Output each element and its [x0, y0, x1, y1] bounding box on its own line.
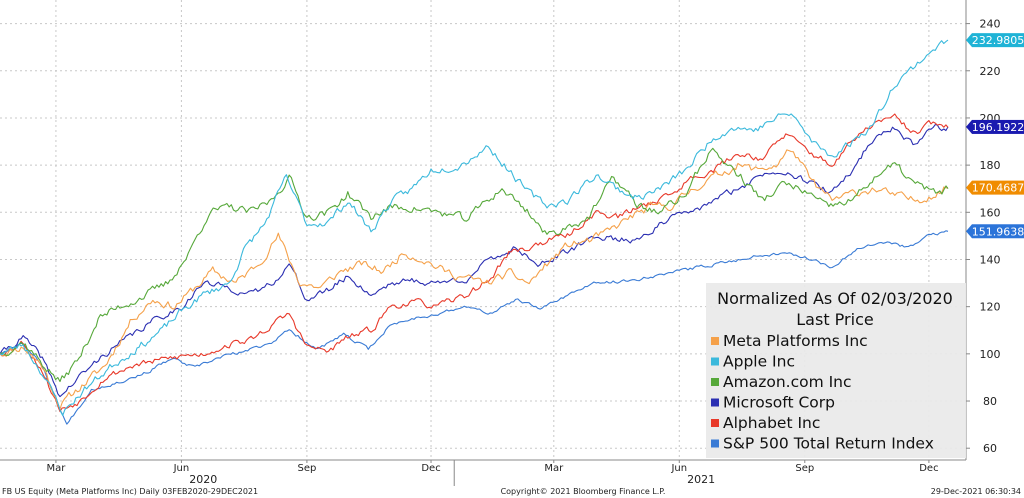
last-value-box — [972, 119, 1024, 134]
y-tick-label: 60 — [983, 442, 997, 455]
legend-swatch — [711, 419, 719, 427]
legend-entry-label: Apple Inc — [723, 353, 795, 371]
y-tick-label: 220 — [980, 65, 1001, 78]
last-value-label: 232.9805 — [972, 34, 1024, 47]
y-tick-label: 160 — [980, 206, 1001, 219]
last-value-box — [972, 33, 1024, 48]
x-year-label: 2020 — [189, 473, 217, 486]
x-tick-label: Dec — [919, 463, 938, 474]
series-line-microsoft-corp — [0, 124, 949, 398]
legend-swatch — [711, 439, 719, 448]
legend-entry-label: S&P 500 Total Return Index — [723, 435, 934, 453]
last-value-pointer — [966, 180, 972, 195]
series-line-alphabet-inc — [0, 113, 949, 413]
legend-background — [706, 283, 966, 458]
series-line-meta-platforms-inc — [0, 149, 949, 410]
x-axis-ticks: Mar Jun Sep Dec Mar Jun Sep Dec 2020 2021 — [46, 460, 939, 486]
last-value-box — [972, 180, 1024, 195]
x-tick-label: Jun — [670, 463, 687, 474]
series-line-apple-inc — [0, 39, 949, 417]
last-value-pointer — [966, 224, 972, 239]
last-value-pointer — [966, 33, 972, 48]
footer-center-text: Copyright© 2021 Bloomberg Finance L.P. — [501, 487, 666, 496]
y-tick-label: 80 — [983, 395, 997, 408]
series-lines — [0, 39, 949, 425]
last-value-label: 170.4687 — [972, 182, 1024, 195]
x-tick-label: Mar — [544, 463, 564, 474]
legend-swatch — [711, 357, 719, 366]
legend-entry-label: Microsoft Corp — [723, 394, 835, 412]
footer-left-text: FB US Equity (Meta Platforms Inc) Daily … — [2, 487, 258, 496]
x-tick-label: Sep — [795, 463, 814, 474]
series-line-s-p-500-total-return-index — [0, 230, 949, 425]
legend-entry-label: Amazon.com Inc — [723, 373, 852, 391]
legend-entry-label: Alphabet Inc — [723, 414, 820, 432]
legend-entry-label: Meta Platforms Inc — [723, 332, 868, 350]
x-year-label: 2021 — [687, 473, 715, 486]
legend-swatch — [711, 337, 719, 345]
y-tick-label: 180 — [980, 159, 1001, 172]
legend-entries: Meta Platforms Inc Apple Inc Amazon.com In… — [711, 332, 934, 453]
legend-swatch — [711, 378, 719, 386]
last-value-pointer — [966, 119, 972, 134]
last-value-label: 196.1922 — [972, 121, 1024, 134]
x-tick-label: Dec — [421, 463, 440, 474]
legend-swatch — [711, 398, 719, 407]
y-tick-label: 120 — [980, 301, 1001, 314]
x-tick-label: Jun — [173, 463, 190, 474]
y-tick-label: 140 — [980, 253, 1001, 266]
series-line-amazon-com-inc — [0, 147, 949, 383]
x-tick-label: Sep — [297, 463, 316, 474]
last-value-labels: 170.4687 232.9805 196.1922 151.9638 — [966, 33, 1024, 239]
last-value-label: 151.9638 — [972, 225, 1024, 238]
footer-right-text: 29-Dec-2021 06:30:34 — [931, 487, 1021, 496]
footer: FB US Equity (Meta Platforms Inc) Daily … — [2, 487, 1021, 496]
y-tick-label: 240 — [980, 18, 1001, 31]
legend: Normalized As Of 02/03/2020 Last Price M… — [706, 283, 966, 458]
x-tick-label: Mar — [46, 463, 66, 474]
legend-title-line1: Normalized As Of 02/03/2020 — [717, 289, 953, 308]
legend-title-line2: Last Price — [796, 310, 873, 329]
y-tick-label: 100 — [980, 348, 1001, 361]
last-value-box — [972, 224, 1024, 239]
